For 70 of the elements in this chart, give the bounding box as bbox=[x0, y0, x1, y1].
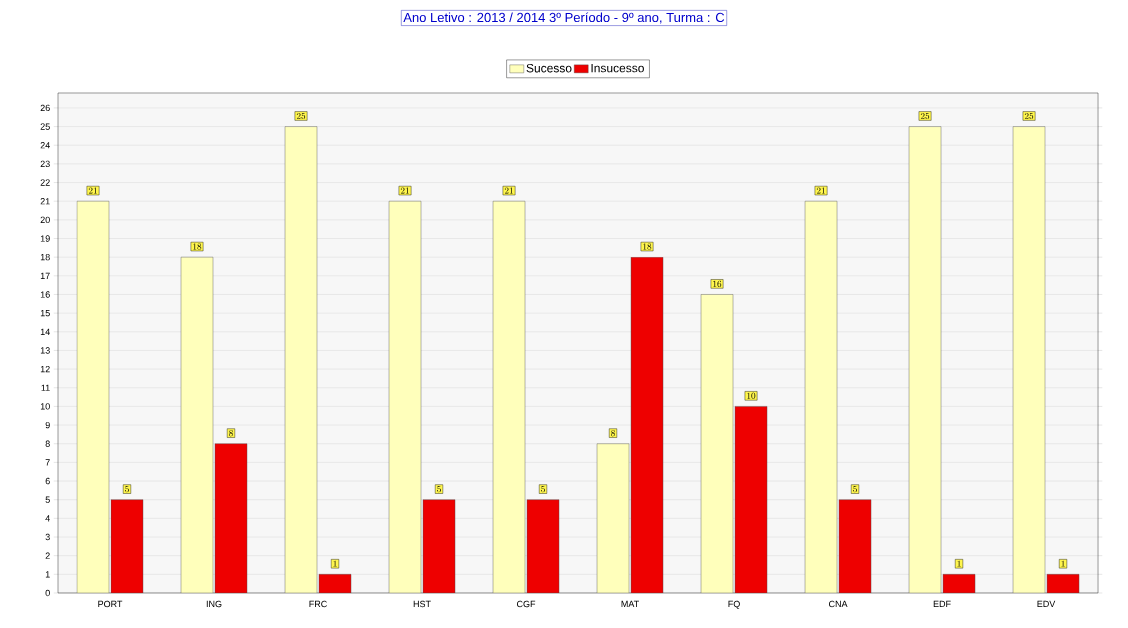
y-tick-label: 12 bbox=[40, 365, 50, 373]
y-tick-label: 26 bbox=[40, 104, 50, 112]
legend-label: Insucesso bbox=[591, 63, 644, 73]
legend-label: Sucesso bbox=[526, 63, 572, 73]
x-tick-label: MAT bbox=[621, 600, 639, 607]
y-tick-label: 14 bbox=[40, 328, 50, 335]
data-label: 16 bbox=[713, 280, 722, 287]
y-tick-label: 17 bbox=[40, 272, 50, 279]
x-tick-label: HST bbox=[413, 600, 431, 608]
data-label: 10 bbox=[747, 392, 756, 399]
x-tick-label: EDV bbox=[1037, 600, 1056, 607]
data-label: 1 bbox=[957, 560, 961, 567]
y-tick-label: 0 bbox=[45, 589, 50, 597]
y-tick-label: 1 bbox=[45, 571, 50, 578]
bar bbox=[180, 256, 214, 593]
y-tick-label: 21 bbox=[40, 198, 50, 205]
chart-title: Ano Letivo : 2013 / 2014 3º Período - 9º ano, Turma : C bbox=[403, 12, 725, 24]
bar bbox=[492, 200, 526, 593]
data-label: 8 bbox=[229, 430, 233, 437]
x-tick-label: FRC bbox=[309, 600, 327, 608]
y-tick-label: 15 bbox=[40, 309, 50, 317]
y-tick-label: 18 bbox=[40, 253, 50, 261]
y-tick-label: 4 bbox=[45, 515, 50, 522]
data-label: 21 bbox=[88, 187, 97, 194]
y-tick-label: 7 bbox=[45, 459, 50, 466]
y-tick-label: 20 bbox=[40, 216, 50, 224]
y-tick-label: 13 bbox=[40, 347, 50, 354]
data-label: 5 bbox=[437, 486, 441, 493]
y-tick-label: 8 bbox=[45, 440, 50, 447]
y-tick-label: 22 bbox=[40, 179, 50, 186]
data-label: 5 bbox=[125, 486, 129, 493]
y-tick-label: 19 bbox=[40, 235, 50, 242]
x-tick-label: CGF bbox=[516, 600, 536, 608]
y-tick-label: 6 bbox=[45, 477, 50, 485]
x-tick-label: ING bbox=[206, 600, 222, 608]
data-label: 1 bbox=[1061, 560, 1065, 567]
bar bbox=[908, 126, 942, 593]
y-tick-label: 5 bbox=[45, 496, 50, 503]
data-label: 21 bbox=[816, 187, 825, 194]
data-label: 5 bbox=[853, 486, 857, 493]
data-label: 21 bbox=[504, 187, 513, 194]
bar bbox=[596, 443, 630, 593]
data-label: 1 bbox=[333, 560, 337, 567]
data-label: 18 bbox=[643, 243, 652, 250]
x-tick-label: PORT bbox=[98, 600, 123, 608]
data-label: 25 bbox=[296, 112, 306, 120]
bar bbox=[700, 294, 734, 593]
y-tick-label: 2 bbox=[45, 552, 50, 559]
data-label: 18 bbox=[193, 243, 202, 250]
data-label: 5 bbox=[541, 486, 545, 493]
data-label: 25 bbox=[920, 112, 930, 120]
y-tick-label: 24 bbox=[40, 142, 50, 149]
x-tick-label: EDF bbox=[933, 600, 951, 607]
bar bbox=[1012, 126, 1046, 593]
y-tick-label: 11 bbox=[41, 384, 50, 391]
y-tick-label: 25 bbox=[40, 123, 50, 130]
y-tick-label: 10 bbox=[40, 403, 50, 410]
bar bbox=[388, 200, 422, 593]
data-label: 21 bbox=[400, 187, 409, 194]
y-tick-label: 16 bbox=[40, 291, 50, 298]
data-label: 25 bbox=[1024, 112, 1034, 120]
data-label: 8 bbox=[611, 430, 615, 437]
bar bbox=[284, 126, 318, 593]
y-tick-label: 3 bbox=[45, 533, 50, 541]
bar bbox=[76, 200, 110, 593]
x-tick-label: CNA bbox=[828, 600, 848, 608]
y-tick-label: 23 bbox=[40, 160, 50, 168]
y-tick-label: 9 bbox=[45, 421, 50, 429]
x-tick-label: FQ bbox=[728, 600, 740, 609]
bar bbox=[804, 200, 838, 593]
